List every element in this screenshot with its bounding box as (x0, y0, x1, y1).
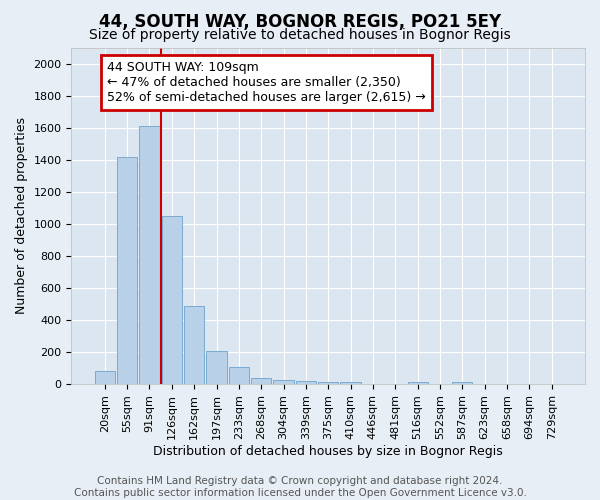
Bar (184, 306, 204, 384)
Bar (318, 382, 338, 384)
Bar (274, 380, 293, 384)
Text: 44, SOUTH WAY, BOGNOR REGIS, PO21 5EY: 44, SOUTH WAY, BOGNOR REGIS, PO21 5EY (99, 12, 501, 30)
X-axis label: Distribution of detached houses by size in Bognor Regis: Distribution of detached houses by size … (154, 444, 503, 458)
Y-axis label: Number of detached properties: Number of detached properties (15, 118, 28, 314)
Bar (407, 382, 428, 384)
Bar (95, 372, 115, 384)
Bar (162, 216, 182, 384)
Bar (340, 382, 361, 384)
Bar (452, 382, 472, 384)
Bar (229, 368, 249, 384)
Bar (139, 126, 160, 384)
Text: Contains HM Land Registry data © Crown copyright and database right 2024.
Contai: Contains HM Land Registry data © Crown c… (74, 476, 526, 498)
Text: Size of property relative to detached houses in Bognor Regis: Size of property relative to detached ho… (89, 28, 511, 42)
Bar (251, 378, 271, 384)
Bar (206, 351, 227, 384)
Bar (117, 158, 137, 384)
Text: 44 SOUTH WAY: 109sqm
← 47% of detached houses are smaller (2,350)
52% of semi-de: 44 SOUTH WAY: 109sqm ← 47% of detached h… (107, 61, 426, 104)
Bar (296, 381, 316, 384)
